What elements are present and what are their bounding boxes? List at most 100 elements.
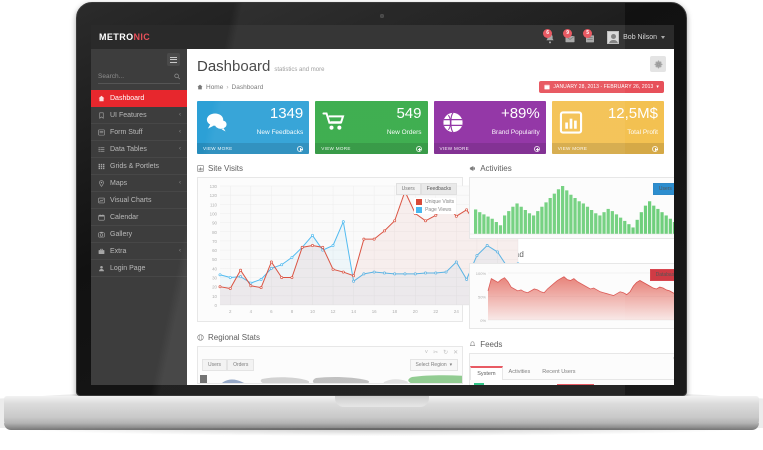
panels-row: Site Visits Users Feedbacks Unique Visit… <box>187 154 674 385</box>
notification-bell-button[interactable]: 6 <box>543 29 557 44</box>
feeds-box: ˅ ✂ ↻ ✕ System Activities Recent Users <box>469 353 674 385</box>
tab-feeds-activities[interactable]: Activities <box>508 369 531 375</box>
segment-regional-orders[interactable]: Orders <box>227 359 255 371</box>
date-range-label: JANUARY 28, 2013 - FEBRUARY 26, 2013 <box>553 84 654 90</box>
brand-logo[interactable]: METRONIC <box>99 32 150 42</box>
settings-gear-button[interactable] <box>650 56 666 72</box>
sidebar-item-label: Extra <box>110 247 127 255</box>
briefcase-icon <box>97 248 105 255</box>
arrow-circle-icon <box>652 145 658 152</box>
close-icon[interactable]: ✕ <box>453 350 459 356</box>
sidebar-item-dashboard[interactable]: Dashboard <box>91 90 187 107</box>
sidebar-item-gallery[interactable]: Gallery <box>91 226 187 243</box>
sidebar-item-label: Dashboard <box>110 94 145 102</box>
stat-card-top: 12,5M$ Total Profit <box>552 101 664 143</box>
site-visits-legend: Unique Visits Page Views <box>414 198 457 214</box>
bell-feed-icon: ● <box>474 383 485 385</box>
gear-icon <box>654 60 662 68</box>
stat-card-label: Brand Popularity <box>491 129 540 136</box>
megaphone-icon <box>470 166 476 171</box>
form-icon <box>97 129 105 136</box>
stat-card-new-feedbacks[interactable]: 1349 New Feedbacks VIEW MORE <box>197 101 310 154</box>
sidebar-toggle-button[interactable] <box>167 53 180 66</box>
svg-text:130: 130 <box>210 184 218 189</box>
stat-card-total-profit[interactable]: 12,5M$ Total Profit VIEW MORE <box>551 101 664 154</box>
user-icon <box>97 265 105 272</box>
stat-card-footer[interactable]: VIEW MORE <box>433 143 546 154</box>
server-load-chart-box: Database Web 0% 50% 100% <box>469 263 674 329</box>
sidebar-item-calendar[interactable]: Calendar <box>91 209 187 226</box>
activities-title-row: Activities <box>469 162 674 177</box>
view-more-label: VIEW MORE <box>439 146 469 151</box>
svg-text:22: 22 <box>433 309 438 314</box>
breadcrumb-current: Dashboard <box>231 83 264 91</box>
breadcrumb-separator: › <box>226 83 229 91</box>
avatar <box>607 30 620 44</box>
sidebar-item-login-page[interactable]: Login Page <box>91 260 187 277</box>
tab-server-load-database[interactable]: Database <box>649 269 674 281</box>
chevron-left-icon: ‹ <box>179 146 181 152</box>
sidebar-search[interactable] <box>98 73 180 84</box>
stat-card-label: Total Profit <box>627 129 658 136</box>
date-range-picker[interactable]: JANUARY 28, 2013 - FEBRUARY 26, 2013 ▾ <box>539 81 664 93</box>
chevron-down-icon[interactable]: ˅ <box>424 349 429 356</box>
top-navbar: METRONIC 6 9 5 <box>91 25 674 49</box>
regional-stats-panel: Regional Stats ˅ ✂ ↻ ✕ <box>197 331 464 384</box>
sidebar-menu: Dashboard UI Features ‹ Form Stuff ‹ Data Tab… <box>91 90 187 277</box>
stat-card-footer[interactable]: VIEW MORE <box>197 143 310 154</box>
regional-stats-title: Regional Stats <box>208 333 261 342</box>
stat-card-value: +89% <box>500 105 540 122</box>
bell-badge: 6 <box>543 29 553 38</box>
stat-card-footer[interactable]: VIEW MORE <box>551 143 664 154</box>
refresh-icon[interactable]: ↻ <box>443 350 449 356</box>
stat-card-brand-popularity[interactable]: +89% Brand Popularity VIEW MORE <box>433 101 546 154</box>
world-map[interactable] <box>198 373 463 384</box>
stat-card-footer[interactable]: VIEW MORE <box>315 143 428 154</box>
sidebar-item-extra[interactable]: Extra ‹ <box>91 243 187 260</box>
tab-feeds-recent-users[interactable]: Recent Users <box>542 369 576 375</box>
site-visits-panel: Site Visits Users Feedbacks Unique Visit… <box>197 162 521 322</box>
wrench-icon[interactable]: ✂ <box>433 350 439 356</box>
svg-text:6: 6 <box>270 309 273 314</box>
sidebar-item-maps[interactable]: Maps ‹ <box>91 175 187 192</box>
svg-text:100%: 100% <box>476 271 487 276</box>
notification-tasks-button[interactable]: 5 <box>583 29 597 44</box>
svg-text:10: 10 <box>310 309 315 314</box>
right-column: Activities Users Orders <box>469 162 674 385</box>
stat-card-top: 1349 New Feedbacks <box>197 101 309 143</box>
globe-icon <box>440 111 466 135</box>
sidebar-item-ui-features[interactable]: UI Features ‹ <box>91 107 187 124</box>
sidebar-item-label: Grids & Portlets <box>110 162 160 170</box>
chart-bar-icon <box>197 165 204 172</box>
tab-activities-users[interactable]: Users <box>652 183 674 195</box>
chevron-left-icon: ‹ <box>179 180 181 186</box>
svg-text:70: 70 <box>212 239 217 244</box>
search-icon <box>173 73 180 80</box>
tab-site-visits-users[interactable]: Users <box>395 183 421 195</box>
segment-regional-users[interactable]: Users <box>202 359 228 371</box>
tab-feeds-system[interactable]: System <box>470 366 503 380</box>
stat-card-new-orders[interactable]: 549 New Orders VIEW MORE <box>315 101 428 154</box>
sidebar-item-label: Data Tables <box>110 145 147 153</box>
user-menu[interactable]: Bob Nilson <box>604 29 668 46</box>
take-action-button[interactable]: Take action↗ <box>556 384 595 385</box>
select-region-dropdown[interactable]: Select Region ▾ <box>409 359 459 371</box>
calendar-icon <box>544 84 550 90</box>
sidebar-item-data-tables[interactable]: Data Tables ‹ <box>91 141 187 158</box>
sidebar-item-grids-portlets[interactable]: Grids & Portlets <box>91 158 187 175</box>
camera-icon <box>97 231 105 238</box>
bookmark-icon <box>97 111 105 119</box>
sidebar-item-form-stuff[interactable]: Form Stuff ‹ <box>91 124 187 141</box>
notification-envelope-button[interactable]: 9 <box>563 29 577 44</box>
search-input[interactable] <box>98 73 174 80</box>
svg-text:12: 12 <box>331 309 336 314</box>
feed-item[interactable]: ● You have 4 pending tasks. Take action↗… <box>470 380 674 385</box>
chevron-down-icon[interactable]: ˅ <box>673 357 674 363</box>
tab-site-visits-feedbacks[interactable]: Feedbacks <box>420 183 458 195</box>
legend-page-views: Page Views <box>414 206 457 214</box>
svg-text:14: 14 <box>351 309 356 314</box>
breadcrumb-home[interactable]: Home <box>206 83 224 91</box>
sidebar-item-visual-charts[interactable]: Visual Charts <box>91 192 187 209</box>
svg-text:16: 16 <box>372 309 377 314</box>
